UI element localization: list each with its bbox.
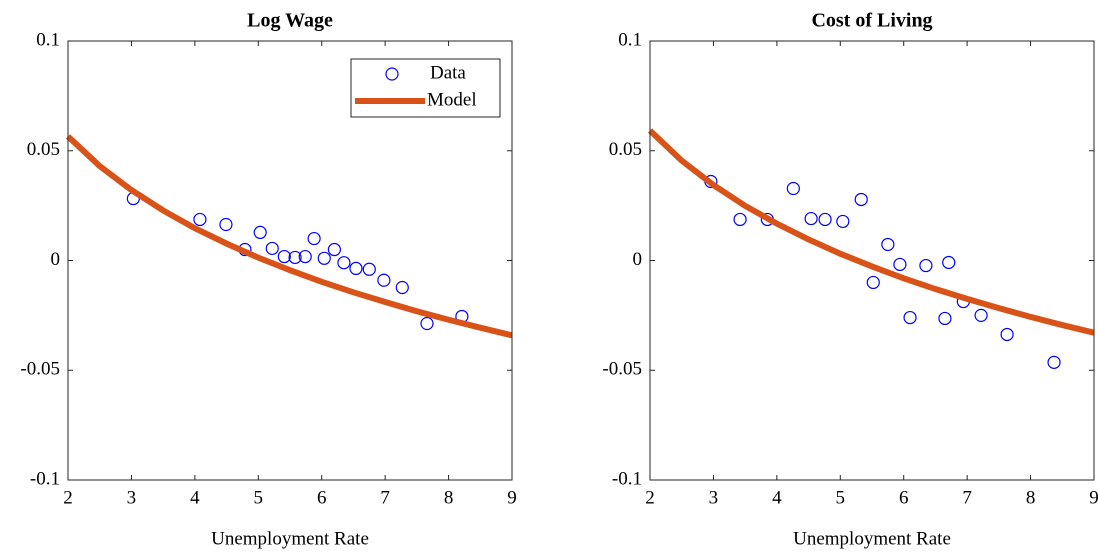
data-point <box>219 217 233 232</box>
data-point <box>1000 327 1014 342</box>
data-point <box>193 212 207 227</box>
x-tick-label: 4 <box>772 487 782 508</box>
data-point <box>919 258 933 273</box>
data-point <box>327 242 341 257</box>
data-point <box>893 257 907 272</box>
legend-label: Model <box>427 89 477 110</box>
data-point <box>277 249 291 264</box>
data-point <box>420 316 434 331</box>
x-tick-label: 6 <box>317 487 327 508</box>
data-point <box>786 181 800 196</box>
y-tick-label: 0.1 <box>36 29 60 50</box>
y-tick-label: -0.05 <box>602 359 642 380</box>
x-tick-label: 4 <box>190 487 200 508</box>
data-point <box>337 256 351 270</box>
x-tick-label: 3 <box>127 487 137 508</box>
data-point <box>1047 355 1061 369</box>
data-point <box>362 262 376 276</box>
data-point <box>836 214 850 229</box>
data-point <box>395 280 409 295</box>
chart-title: Log Wage <box>247 10 333 32</box>
y-tick-label: 0 <box>51 249 61 270</box>
data-point <box>942 255 956 270</box>
y-tick-label: -0.1 <box>612 468 642 489</box>
y-tick-label: 0 <box>633 249 643 270</box>
x-tick-label: 2 <box>63 487 73 508</box>
y-tick-label: 0.05 <box>27 139 60 160</box>
data-point <box>938 311 952 326</box>
y-tick-label: 0.1 <box>618 29 642 50</box>
x-tick-label: 5 <box>836 487 846 508</box>
x-tick-label: 9 <box>1089 487 1098 508</box>
data-point <box>307 231 321 246</box>
data-point <box>288 250 302 265</box>
data-point <box>903 310 917 325</box>
data-point <box>265 241 279 256</box>
x-tick-label: 3 <box>709 487 719 508</box>
y-tick-label: -0.05 <box>20 359 60 380</box>
data-point <box>974 308 988 322</box>
x-axis-label: Unemployment Rate <box>211 528 369 549</box>
legend-label: Data <box>430 62 466 83</box>
model-line <box>65 134 513 339</box>
plot-area <box>650 41 1094 480</box>
x-tick-label: 8 <box>1026 487 1036 508</box>
x-tick-label: 9 <box>507 487 517 508</box>
data-point <box>733 212 747 227</box>
data-point <box>804 211 818 226</box>
data-point <box>854 192 868 207</box>
x-tick-label: 8 <box>444 487 454 508</box>
data-point <box>349 261 363 276</box>
x-tick-label: 7 <box>962 487 972 508</box>
data-point <box>317 251 331 265</box>
data-point <box>377 273 391 287</box>
data-point <box>881 237 895 252</box>
data-point <box>298 249 312 264</box>
x-tick-label: 7 <box>380 487 390 508</box>
x-tick-label: 6 <box>899 487 909 508</box>
y-tick-label: -0.1 <box>30 468 60 489</box>
data-point <box>253 225 267 240</box>
x-tick-label: 2 <box>645 487 655 508</box>
y-tick-label: 0.05 <box>609 139 642 160</box>
legend-box <box>350 58 501 118</box>
data-point <box>818 212 832 227</box>
data-point <box>866 275 880 290</box>
x-axis-label: Unemployment Rate <box>793 528 951 549</box>
legend-swatch <box>385 67 399 81</box>
chart-title: Cost of Living <box>811 10 932 32</box>
x-tick-label: 5 <box>254 487 264 508</box>
model-line <box>647 128 1095 336</box>
